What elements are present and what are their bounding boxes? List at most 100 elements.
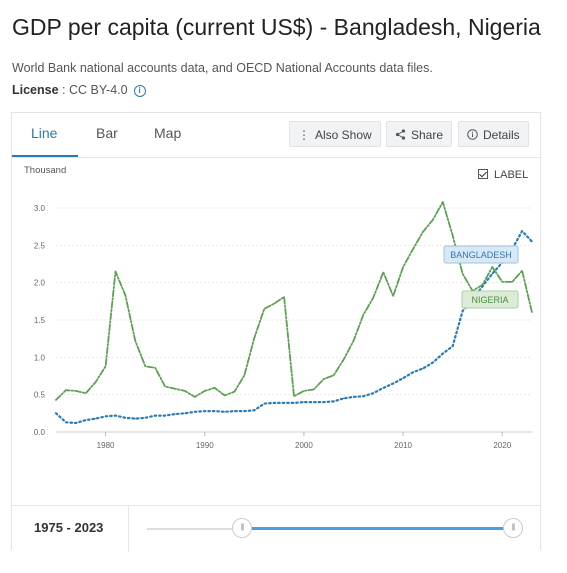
bangladesh-point	[55, 412, 57, 414]
nigeria-point	[75, 390, 77, 392]
range-slider-end-handle[interactable]: |||	[503, 518, 523, 538]
nigeria-point	[174, 388, 176, 390]
bangladesh-point	[154, 415, 156, 417]
footer-divider	[128, 506, 129, 552]
bangladesh-point	[283, 402, 285, 404]
bangladesh-point	[233, 410, 236, 412]
bangladesh-point	[273, 402, 275, 404]
bangladesh-point	[75, 422, 77, 424]
tab-bar[interactable]: Bar	[96, 125, 118, 141]
bangladesh-point	[382, 387, 384, 389]
line-chart: 0.0 0.5 1.0 1.5 2.0 2.5 3.0 1980 1990 2000 2010 202…	[34, 201, 534, 450]
details-label: Details	[483, 128, 520, 142]
info-circle-icon	[467, 128, 478, 142]
nigeria-point	[114, 270, 117, 273]
nigeria-point	[491, 266, 493, 268]
bangladesh-point	[303, 401, 305, 403]
nigeria-point	[164, 385, 166, 388]
nigeria-point	[303, 390, 305, 392]
bangladesh-point	[263, 403, 265, 405]
y-tick-label: 3.0	[34, 204, 46, 213]
nigeria-point	[372, 297, 374, 299]
nigeria-point	[283, 296, 285, 298]
bangladesh-point	[243, 410, 245, 412]
bangladesh-point	[432, 362, 434, 364]
bangladesh-point	[362, 395, 364, 397]
nigeria-point	[134, 340, 136, 342]
nigeria-point	[313, 388, 315, 390]
x-tick-label: 1990	[196, 441, 214, 450]
nigeria-line	[55, 201, 533, 401]
nigeria-point	[293, 395, 295, 397]
nigeria-point	[194, 396, 196, 398]
bangladesh-point	[85, 419, 87, 421]
bangladesh-point	[214, 410, 216, 412]
nigeria-point	[224, 394, 226, 396]
range-footer: 1975 - 2023 ||| |||	[12, 505, 540, 552]
range-slider-start-handle[interactable]: |||	[232, 518, 252, 538]
also-show-button[interactable]: ⋮ Also Show	[289, 121, 381, 147]
nigeria-label: NIGERIA	[471, 295, 508, 305]
nigeria-point	[362, 314, 364, 316]
nigeria-point	[184, 390, 186, 392]
nigeria-point	[253, 337, 255, 339]
active-tab-indicator	[12, 155, 78, 157]
bangladesh-point	[452, 345, 454, 347]
bangladesh-label-box	[443, 245, 519, 264]
x-tick-label: 2000	[295, 441, 313, 450]
bangladesh-point	[204, 410, 206, 412]
nigeria-point	[511, 281, 513, 283]
view-tabs: Line Bar Map ⋮ Also Show Share Details	[12, 113, 540, 158]
bangladesh-point	[333, 400, 335, 402]
range-sep: -	[62, 520, 75, 535]
nigeria-point	[85, 392, 87, 394]
license-line: License : CC BY-4.0 i	[12, 83, 146, 97]
bangladesh-point	[144, 417, 146, 419]
nigeria-point	[402, 266, 404, 268]
nigeria-point	[352, 340, 355, 342]
nigeria-point	[382, 271, 384, 273]
nigeria-point	[323, 378, 325, 380]
nigeria-point	[204, 390, 206, 392]
nigeria-point	[531, 311, 533, 314]
y-tick-label: 0.0	[34, 428, 46, 437]
page-title: GDP per capita (current US$) - Banglades…	[12, 14, 541, 40]
nigeria-point	[412, 248, 414, 250]
nigeria-point	[343, 359, 345, 361]
y-tick-label: 2.0	[34, 279, 46, 288]
x-tick-label: 2020	[493, 441, 511, 450]
bangladesh-point	[134, 418, 136, 420]
nigeria-point	[154, 367, 156, 369]
nigeria-point	[263, 308, 265, 310]
source-note: World Bank national accounts data, and O…	[12, 61, 433, 75]
nigeria-point	[273, 303, 275, 305]
nigeria-point	[521, 270, 523, 272]
label-toggle[interactable]: LABEL	[478, 169, 528, 181]
info-icon[interactable]: i	[133, 85, 146, 97]
nigeria-point	[392, 295, 394, 297]
range-end: 2023	[74, 520, 104, 535]
x-tick-label: 1980	[97, 441, 115, 450]
nigeria-point	[452, 235, 454, 237]
chart-panel: Line Bar Map ⋮ Also Show Share Details Th…	[11, 112, 541, 552]
bangladesh-point	[105, 415, 107, 417]
tab-line[interactable]: Line	[31, 125, 58, 141]
bangladesh-point	[392, 382, 394, 385]
y-unit-label: Thousand	[24, 165, 67, 176]
bangladesh-point	[114, 415, 117, 417]
range-slider-fill	[242, 527, 513, 530]
tab-map[interactable]: Map	[154, 125, 182, 141]
bangladesh-label: BANGLADESH	[450, 250, 512, 260]
bangladesh-point	[184, 412, 186, 414]
y-tick-label: 1.5	[34, 316, 46, 325]
label-checkbox[interactable]	[478, 169, 488, 179]
nigeria-point	[481, 284, 483, 286]
vertical-dots-icon: ⋮	[298, 128, 310, 142]
share-button[interactable]: Share	[386, 121, 453, 147]
bangladesh-point	[352, 396, 355, 398]
nigeria-point	[333, 374, 335, 376]
bangladesh-point	[95, 418, 97, 420]
nigeria-point	[124, 294, 126, 296]
details-button[interactable]: Details	[458, 121, 529, 147]
x-tick-label: 2010	[394, 441, 412, 450]
